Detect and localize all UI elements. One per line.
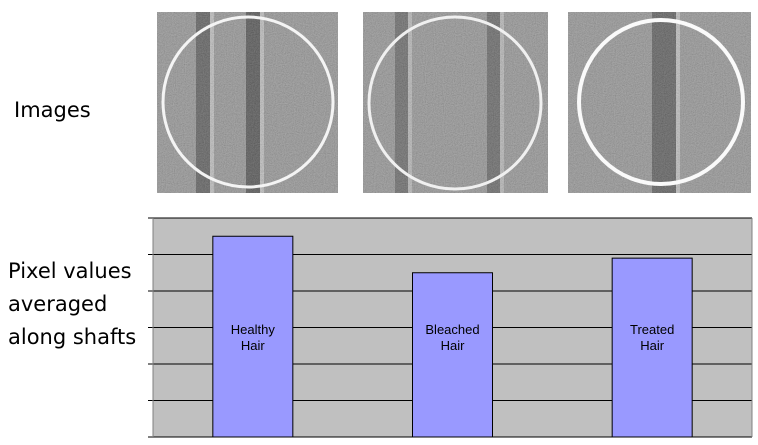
page: Images Pixel values averaged along shaft… xyxy=(0,0,758,445)
image-1 xyxy=(157,12,338,193)
image-2 xyxy=(363,12,548,193)
y-axis-label: Pixel values averaged along shafts xyxy=(8,255,150,354)
category-label: Treated Hair xyxy=(621,322,683,354)
image-3 xyxy=(568,12,751,193)
figure xyxy=(0,0,758,445)
category-label: Bleached Hair xyxy=(422,322,484,354)
images-label: Images xyxy=(14,98,91,122)
category-label: Healthy Hair xyxy=(222,322,284,354)
bar xyxy=(413,273,493,437)
